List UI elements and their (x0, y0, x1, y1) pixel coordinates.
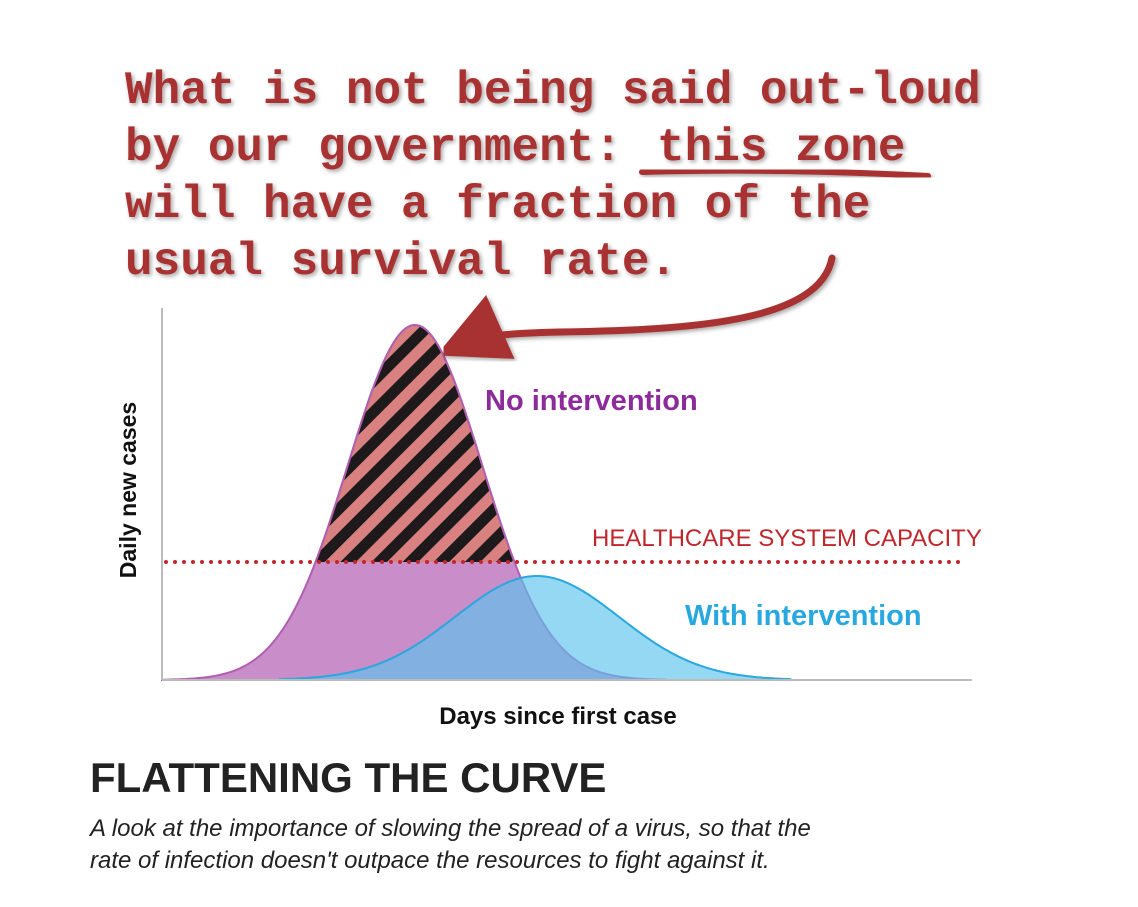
subtitle: rate of infection doesn't outpace the re… (90, 847, 770, 874)
annotation: usual survival rate. (125, 236, 677, 288)
underline (639, 167, 931, 179)
annotation: will have a fraction of the (125, 179, 870, 231)
annotation-highlight: this zone (657, 122, 905, 174)
x-axis-label: Days since first case (439, 703, 676, 730)
annotation: by our government: (125, 122, 622, 174)
series-label: With intervention (685, 600, 922, 632)
series-label: No intervention (485, 385, 698, 417)
title: FLATTENING THE CURVE (90, 754, 606, 801)
capacity-label: HEALTHCARE SYSTEM CAPACITY (592, 525, 982, 552)
curves (161, 323, 793, 681)
y-axis-label: Daily new cases (115, 402, 141, 578)
subtitle: A look at the importance of slowing the … (88, 815, 811, 842)
arrow (436, 254, 836, 359)
with-intervention-area (279, 575, 793, 681)
annotation: What is not being said out-loud (125, 65, 981, 117)
overflow-zone (314, 323, 516, 562)
